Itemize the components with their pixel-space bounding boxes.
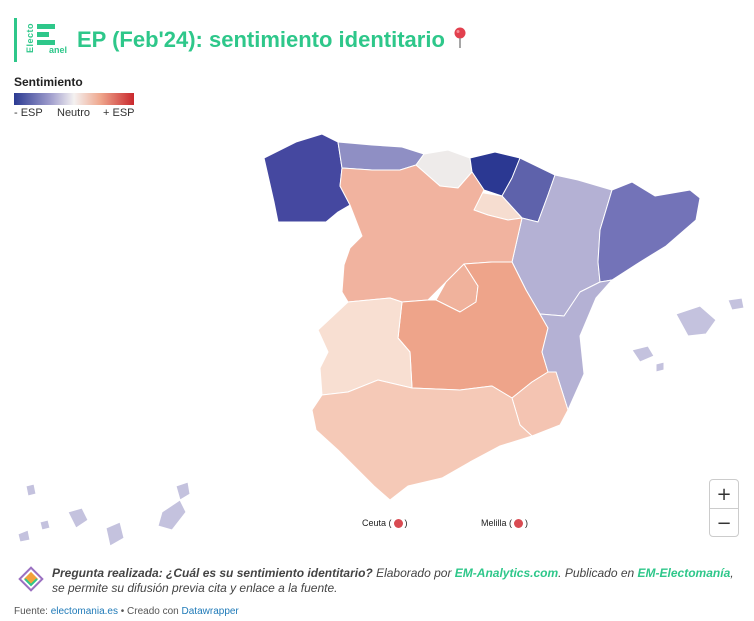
legend-color-scale: [14, 93, 134, 105]
legend: Sentimiento - ESP Neutro + ESP: [14, 75, 138, 121]
permission-text: , se permite su difusión previa cita y e…: [52, 566, 734, 595]
source-line: Fuente: electomania.es • Creado con Data…: [14, 606, 239, 617]
melilla-close: ): [525, 518, 529, 528]
region-galicia[interactable]: [263, 133, 351, 223]
footer-note-text: Pregunta realizada: ¿Cuál es su sentimie…: [52, 566, 746, 596]
zoom-in-button[interactable]: +: [710, 480, 738, 508]
ceuta-close: ): [404, 518, 408, 528]
legend-title: Sentimiento: [14, 75, 83, 89]
datawrapper-link[interactable]: Datawrapper: [181, 606, 239, 617]
chart-title: EP (Feb'24): sentimiento identitario: [77, 27, 445, 52]
region-asturias[interactable]: [337, 141, 425, 171]
made-by-text: Elaborado por: [372, 566, 455, 580]
source-label: Fuente:: [14, 606, 51, 617]
analytics-link[interactable]: EM-Analytics.com: [454, 566, 559, 580]
logo-sub-text: anel: [49, 45, 68, 55]
region-andalucia[interactable]: [311, 379, 533, 501]
source-link[interactable]: electomania.es: [50, 606, 118, 617]
spain-map: [17, 133, 745, 547]
legend-labels: - ESP Neutro + ESP: [14, 107, 138, 121]
melilla-dot-icon: [514, 518, 524, 528]
zoom-controls: + −: [709, 479, 739, 537]
electomania-logo-icon: [18, 566, 44, 592]
melilla-text: Melilla (: [481, 518, 513, 528]
logo-bars: [37, 24, 55, 48]
header-accent-bar: [14, 18, 17, 62]
ceuta-text: Ceuta (: [362, 518, 392, 528]
question-text: Pregunta realizada: ¿Cuál es su sentimie…: [52, 566, 373, 580]
legend-high-label: + ESP: [103, 107, 135, 119]
electomania-link[interactable]: EM-Electomanía: [637, 566, 731, 580]
header: Electo anel EP (Feb'24): sentimiento ide…: [14, 18, 467, 62]
ceuta-dot-icon: [393, 518, 403, 528]
footer-note: Pregunta realizada: ¿Cuál es su sentimie…: [18, 566, 746, 596]
region-cataluna[interactable]: [597, 181, 701, 283]
zoom-out-button[interactable]: −: [710, 509, 738, 537]
region-islas-baleares[interactable]: [631, 297, 745, 373]
region-extremadura[interactable]: [317, 297, 413, 396]
ceuta-label: Ceuta ( ): [362, 518, 408, 528]
published-text: . Publicado en: [558, 566, 638, 580]
electopanel-logo: Electo anel: [25, 21, 67, 59]
legend-mid-label: Neutro: [57, 107, 91, 119]
region-canarias[interactable]: [17, 481, 191, 547]
logo-vertical-text: Electo: [25, 23, 35, 54]
map-pin-icon: [453, 27, 467, 54]
melilla-label: Melilla ( ): [481, 518, 528, 528]
zoom-separator: [710, 508, 738, 509]
legend-low-label: - ESP: [14, 107, 43, 119]
created-text: • Creado con: [117, 606, 182, 617]
